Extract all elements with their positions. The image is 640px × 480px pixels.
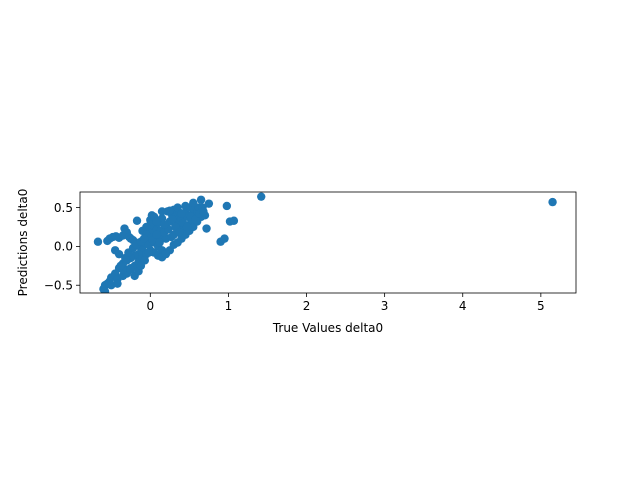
scatter-point: [144, 248, 153, 257]
scatter-point: [110, 246, 120, 255]
scatter-point: [136, 261, 146, 271]
scatter-point: [152, 217, 161, 226]
scatter-point: [257, 192, 266, 201]
y-tick-label: 0.0: [54, 240, 73, 254]
scatter-point: [173, 203, 182, 212]
scatter-point: [220, 234, 229, 243]
x-tick-label: 1: [225, 299, 233, 313]
x-axis-label: True Values delta0: [272, 321, 383, 335]
scatter-point: [199, 207, 208, 216]
scatter-point: [132, 216, 142, 225]
scatter-point: [113, 279, 122, 288]
scatter-point: [548, 197, 557, 207]
scatter-point: [182, 222, 192, 232]
x-tick-label: 3: [381, 299, 389, 313]
scatter-point: [155, 238, 164, 247]
x-ticks: 0 1 2 3 4 5: [146, 293, 545, 313]
scatter-point: [160, 220, 169, 229]
x-tick-label: 0: [146, 299, 154, 313]
x-tick-label: 5: [537, 299, 545, 313]
scatter-point: [189, 198, 198, 208]
scatter-point: [229, 216, 239, 225]
scatter-point: [204, 199, 214, 208]
scatter-point: [165, 206, 175, 215]
scatter-point: [177, 209, 186, 218]
scatter-point: [116, 261, 125, 271]
scatter-point: [93, 237, 103, 246]
scatter-point: [161, 249, 171, 259]
y-tick-label: 0.5: [54, 201, 73, 215]
scatter-point: [222, 201, 232, 211]
scatter-point: [139, 234, 149, 243]
scatter-point: [100, 287, 110, 293]
scatter-point: [196, 195, 206, 204]
scatter-point: [181, 201, 190, 211]
scatter-point: [167, 214, 177, 224]
scatter-point: [152, 230, 161, 239]
y-tick-label: −0.5: [44, 279, 73, 293]
axes: [79, 191, 577, 294]
y-axis-label: Predictions delta0: [16, 189, 30, 297]
scatter-point: [157, 207, 167, 216]
scatter-point: [202, 224, 211, 233]
scatter-point: [167, 232, 176, 242]
scatter-points: [93, 192, 557, 293]
y-ticks: −0.5 0.0 0.5: [44, 201, 80, 293]
scatter-point: [175, 228, 184, 237]
x-tick-label: 2: [303, 299, 311, 313]
x-tick-label: 4: [459, 299, 467, 313]
scatter-point: [126, 265, 135, 274]
plot-frame: [79, 191, 577, 294]
